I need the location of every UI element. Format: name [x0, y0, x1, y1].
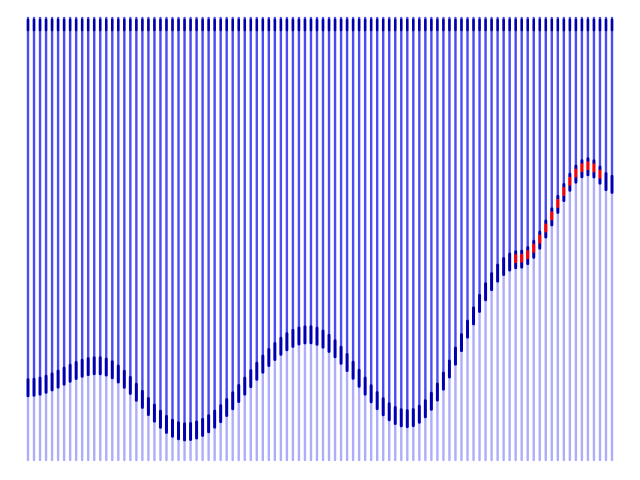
trace-group — [26, 16, 614, 462]
